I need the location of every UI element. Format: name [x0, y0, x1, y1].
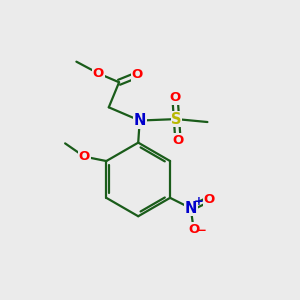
Text: N: N [134, 113, 146, 128]
Text: O: O [203, 193, 214, 206]
Text: −: − [197, 224, 207, 237]
Text: O: O [188, 223, 199, 236]
Text: O: O [132, 68, 143, 81]
Text: O: O [169, 92, 181, 104]
Text: O: O [79, 150, 90, 163]
Text: S: S [171, 112, 182, 127]
Text: +: + [194, 195, 204, 208]
Text: O: O [172, 134, 184, 147]
Text: N: N [184, 201, 197, 216]
Text: O: O [93, 67, 104, 80]
